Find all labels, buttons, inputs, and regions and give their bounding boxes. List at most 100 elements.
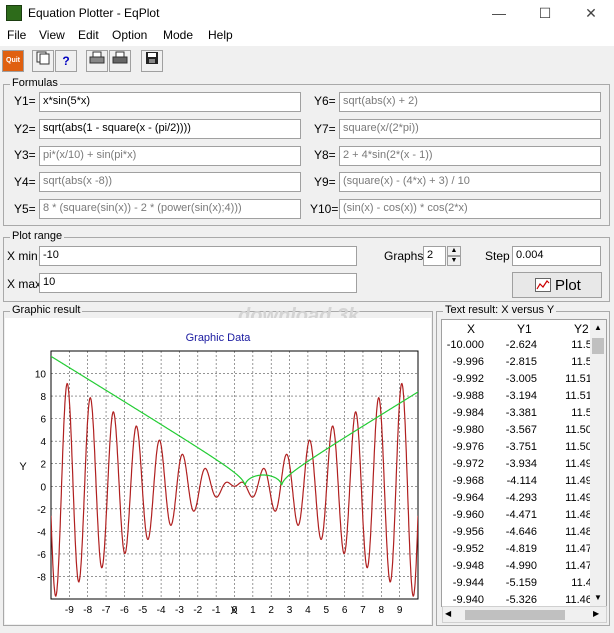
maximize-button[interactable]: ☐ — [538, 5, 552, 21]
print-button[interactable] — [86, 50, 108, 72]
toolbar: Quit ? — [0, 48, 614, 74]
table-row[interactable]: -9.984 -3.381 11.51 — [442, 406, 606, 422]
x-tick-label: 7 — [360, 605, 366, 616]
step-input[interactable]: 0.004 — [512, 246, 601, 266]
cell-y1: -4.471 — [505, 509, 537, 521]
y8-formula-input[interactable]: 2 + 4*sin(2*(x - 1)) — [339, 146, 601, 166]
graphs-label: Graphs — [384, 249, 424, 263]
vertical-scroll-thumb[interactable] — [592, 338, 604, 354]
table-row[interactable]: -9.956 -4.646 11.483 — [442, 525, 606, 541]
graph-chart: Graphic Data -9 -8 -7 -6 -5 -4 -3 -2 -1 0 1 2 3 4 5 6 7 8… — [5, 318, 431, 624]
table-row[interactable]: -9.968 -4.114 11.495 — [442, 474, 606, 490]
xmax-input[interactable]: 10 — [39, 273, 357, 293]
y9-formula-input[interactable]: (square(x) - (4*x) + 3) / 10 — [339, 172, 601, 192]
xmin-input[interactable]: -10 — [39, 246, 357, 266]
formulas-group: Formulas — [3, 77, 610, 226]
menu-file[interactable]: File — [7, 28, 27, 42]
title-bar: Equation Plotter - EqPlot — ☐ ✕ — [0, 0, 614, 27]
horizontal-scroll-thumb[interactable] — [465, 610, 565, 620]
result-table[interactable]: X Y1 Y2 -10.000 -2.624 11.52 -9.996 -2.815 11… — [441, 319, 607, 607]
menu-help[interactable]: Help — [208, 28, 233, 42]
table-row[interactable]: -9.996 -2.815 11.52 — [442, 355, 606, 371]
table-row[interactable]: -9.944 -5.159 11.47 — [442, 576, 606, 592]
cell-y2: 11.475 — [565, 560, 598, 572]
x-tick-label: -1 — [212, 605, 221, 616]
graphs-input[interactable]: 2 — [423, 246, 446, 266]
save-button[interactable] — [141, 50, 163, 72]
cell-x: -9.992 — [452, 373, 484, 385]
y-tick-label: 2 — [40, 460, 46, 471]
help-button[interactable]: ? — [55, 50, 77, 72]
menu-view[interactable]: View — [39, 28, 65, 42]
scroll-left-arrow-icon[interactable]: ◀ — [445, 609, 452, 618]
vertical-scrollbar[interactable]: ▲ ▼ — [590, 320, 606, 606]
graphs-down-button[interactable]: ▼ — [447, 256, 461, 266]
table-row[interactable]: -9.992 -3.005 11.519 — [442, 372, 606, 388]
y10-formula-input[interactable]: (sin(x) - cos(x)) * cos(2*x) — [339, 199, 601, 219]
y2-formula-input[interactable]: sqrt(abs(1 - square(x - (pi/2)))) — [39, 119, 301, 139]
y6-formula-input[interactable]: sqrt(abs(x) + 2) — [339, 92, 601, 112]
cell-y2: 11.491 — [565, 492, 598, 504]
scroll-right-arrow-icon[interactable]: ▶ — [593, 609, 600, 618]
table-row[interactable]: -9.960 -4.471 11.487 — [442, 508, 606, 524]
graphs-up-button[interactable]: ▲ — [447, 246, 461, 256]
series-line-y2 — [51, 355, 418, 486]
plot-button[interactable]: Plot — [512, 272, 602, 298]
printer-setup-icon — [112, 51, 128, 64]
quit-button[interactable]: Quit — [2, 50, 24, 72]
cell-y1: -4.990 — [505, 560, 537, 572]
y-axis-title: Y — [19, 461, 27, 473]
step-label: Step — [485, 249, 510, 263]
copy-button[interactable] — [32, 50, 54, 72]
graphic-result-group: Graphic result — [3, 304, 433, 626]
text-result-group: Text result: X versus Y — [436, 304, 610, 626]
cell-x: -9.952 — [452, 543, 484, 555]
cell-y1: -5.326 — [505, 594, 537, 606]
cell-x: -9.988 — [452, 390, 484, 402]
help-icon: ? — [62, 54, 70, 68]
close-button[interactable]: ✕ — [585, 5, 597, 21]
cell-y1: -4.646 — [505, 526, 537, 538]
minimize-button[interactable]: — — [492, 5, 506, 21]
x-tick-label: -8 — [83, 605, 92, 616]
x-tick-label: -2 — [193, 605, 202, 616]
table-row[interactable]: -9.952 -4.819 11.479 — [442, 542, 606, 558]
y3-label: Y3= — [14, 148, 36, 162]
table-row[interactable]: -9.988 -3.194 11.515 — [442, 389, 606, 405]
cell-x: -9.956 — [452, 526, 484, 538]
series-layer — [51, 355, 418, 598]
x-tick-label: -9 — [65, 605, 74, 616]
y7-formula-input[interactable]: square(x/(2*pi)) — [339, 119, 601, 139]
x-tick-label: -5 — [138, 605, 147, 616]
table-row[interactable]: -10.000 -2.624 11.52 — [442, 338, 606, 354]
horizontal-scrollbar[interactable]: ◀ ▶ — [442, 606, 607, 623]
x-tick-label: 5 — [323, 605, 329, 616]
y4-formula-input[interactable]: sqrt(abs(x -8)) — [39, 172, 301, 192]
scroll-up-arrow-icon[interactable]: ▲ — [594, 323, 602, 332]
scroll-down-arrow-icon[interactable]: ▼ — [594, 593, 602, 602]
cell-y1: -3.567 — [505, 424, 537, 436]
y3-formula-input[interactable]: pi*(x/10) + sin(pi*x) — [39, 146, 301, 166]
cell-x: -9.976 — [452, 441, 484, 453]
x-tick-label: -4 — [157, 605, 166, 616]
y5-formula-input[interactable]: 8 * (square(sin(x)) - 2 * (power(sin(x);… — [39, 199, 301, 219]
x-tick-label: 9 — [397, 605, 403, 616]
y1-formula-input[interactable]: x*sin(5*x) — [39, 92, 301, 112]
y-tick-label: 8 — [40, 392, 46, 403]
menu-option[interactable]: Option — [112, 28, 148, 42]
x-tick-label: 0 — [232, 605, 238, 616]
chart-background — [5, 318, 431, 624]
table-row[interactable]: -9.948 -4.990 11.475 — [442, 559, 606, 575]
y9-label: Y9= — [314, 175, 336, 189]
menu-mode[interactable]: Mode — [163, 28, 194, 42]
y1-label: Y1= — [14, 94, 36, 108]
chart-title: Graphic Data — [186, 332, 252, 344]
print-setup-button[interactable] — [109, 50, 131, 72]
table-row[interactable]: -9.976 -3.751 11.503 — [442, 440, 606, 456]
y-tick-label: -4 — [37, 527, 46, 538]
table-row[interactable]: -9.964 -4.293 11.491 — [442, 491, 606, 507]
table-row[interactable]: -9.980 -3.567 11.507 — [442, 423, 606, 439]
table-row[interactable]: -9.972 -3.934 11.499 — [442, 457, 606, 473]
table-row[interactable]: -9.940 -5.326 11.467 — [442, 593, 606, 606]
menu-edit[interactable]: Edit — [78, 28, 99, 42]
